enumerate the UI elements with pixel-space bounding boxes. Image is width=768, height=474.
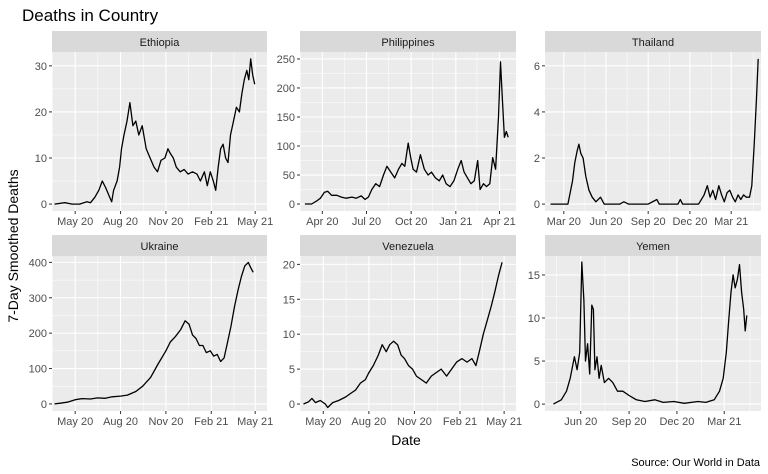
y-tick-label: 15 [528, 270, 540, 282]
series-line-yemen [553, 261, 748, 405]
x-tick-label: May 21 [237, 216, 273, 228]
y-tick-label: 250 [277, 54, 295, 66]
x-tick-label: Nov 20 [148, 416, 183, 428]
panel-background [545, 52, 761, 211]
y-axis-title: 7-Day Smoothed Deaths [5, 169, 21, 322]
y-tick-label: 50 [283, 170, 295, 182]
x-tick-label: Nov 20 [397, 416, 432, 428]
facet-strip [52, 235, 267, 256]
x-tick-label: Jan 21 [439, 216, 472, 228]
y-tick-label: 400 [29, 257, 47, 269]
facet-strip-label: Ethiopia [140, 37, 181, 49]
facet-strip [300, 31, 516, 52]
y-tick-label: 100 [29, 364, 47, 376]
facet-strip-label: Thailand [632, 37, 674, 49]
y-tick-label: 6 [534, 61, 540, 73]
facet-strip-label: Philippines [381, 37, 435, 49]
x-tick-label: Aug 20 [103, 416, 138, 428]
source-caption: Source: Our World in Data [631, 457, 761, 469]
series-line-venezuela [303, 262, 503, 409]
facet-strip-label: Venezuela [382, 241, 434, 253]
chart-title: Deaths in Country [22, 6, 159, 25]
facet-ukraine: Ukraine 0 100 200 300 400 May 20 Aug 20 Nov 20 Fe… [29, 235, 273, 428]
y-tick-label: 20 [283, 259, 295, 271]
x-tick-label: Aug 20 [351, 416, 386, 428]
facet-strip-label: Yemen [636, 241, 670, 253]
series-line-ukraine [54, 261, 254, 405]
x-tick-label: May 20 [57, 416, 93, 428]
x-tick-label: Sep 20 [631, 216, 666, 228]
y-tick-label: 30 [35, 61, 47, 73]
x-tick-label: Apr 20 [306, 216, 338, 228]
x-tick-label: Mar 21 [707, 416, 741, 428]
y-tick-label: 0 [41, 199, 47, 211]
x-tick-label: Sep 20 [612, 416, 647, 428]
y-tick-label: 0 [289, 399, 295, 411]
y-tick-label: 150 [277, 112, 295, 124]
y-tick-label: 0 [289, 199, 295, 211]
y-tick-label: 15 [283, 294, 295, 306]
x-tick-label: Dec 20 [659, 416, 694, 428]
x-tick-label: Feb 21 [194, 416, 228, 428]
x-tick-label: Jun 20 [564, 416, 597, 428]
facet-strip [52, 31, 267, 52]
y-tick-label: 0 [534, 399, 540, 411]
series-line-philippines [304, 61, 509, 205]
facet-strip-label: Ukraine [141, 241, 179, 253]
x-axis-title: Date [391, 432, 421, 448]
panel-background [52, 52, 267, 211]
panel-background [545, 256, 761, 411]
facet-thailand: Thailand 0 2 4 6 Mar 20 Jun 20 Sep 20 Dec 20 Mar … [534, 31, 761, 228]
y-tick-label: 100 [277, 141, 295, 153]
x-tick-label: Apr 21 [483, 216, 515, 228]
x-tick-label: Feb 21 [194, 216, 228, 228]
x-tick-label: Feb 21 [443, 416, 477, 428]
y-tick-label: 4 [534, 107, 540, 119]
facet-strip [545, 235, 761, 256]
facet-philippines: Philippines 0 50 100 150 200 250 Apr 20 Jul 20 Oc… [277, 31, 516, 228]
x-tick-label: Jul 20 [352, 216, 381, 228]
y-tick-label: 10 [283, 329, 295, 341]
y-tick-label: 200 [29, 328, 47, 340]
y-tick-label: 20 [35, 107, 47, 119]
y-tick-label: 5 [534, 356, 540, 368]
series-line-thailand [550, 58, 759, 205]
y-tick-label: 0 [41, 399, 47, 411]
x-tick-label: May 20 [57, 216, 93, 228]
x-tick-label: Aug 20 [103, 216, 138, 228]
x-tick-label: Mar 20 [547, 216, 581, 228]
x-tick-label: Jun 20 [589, 216, 622, 228]
x-tick-label: May 20 [305, 416, 341, 428]
y-tick-label: 200 [277, 83, 295, 95]
facet-strip [300, 235, 516, 256]
x-tick-label: Mar 21 [714, 216, 748, 228]
x-tick-label: Oct 20 [395, 216, 427, 228]
facet-yemen: Yemen 0 5 10 15 Jun 20 Sep 20 Dec 20 Mar 21 [528, 235, 761, 428]
y-tick-label: 0 [534, 199, 540, 211]
y-tick-label: 300 [29, 293, 47, 305]
y-tick-label: 10 [35, 153, 47, 165]
facet-venezuela: Venezuela 0 5 10 15 20 May 20 Aug 20 Nov 20 Feb 2… [283, 235, 522, 428]
x-tick-label: Nov 20 [148, 216, 183, 228]
y-tick-label: 2 [534, 153, 540, 165]
x-tick-label: May 21 [237, 416, 273, 428]
series-line-ethiopia [54, 58, 256, 205]
y-tick-label: 5 [289, 364, 295, 376]
y-tick-label: 10 [528, 313, 540, 325]
facet-ethiopia: Ethiopia 0 10 20 30 May 20 Aug 20 Nov 20 Feb 21 M… [35, 31, 273, 228]
x-tick-label: May 21 [486, 416, 522, 428]
facet-strip [545, 31, 761, 52]
x-tick-label: Dec 20 [672, 216, 707, 228]
